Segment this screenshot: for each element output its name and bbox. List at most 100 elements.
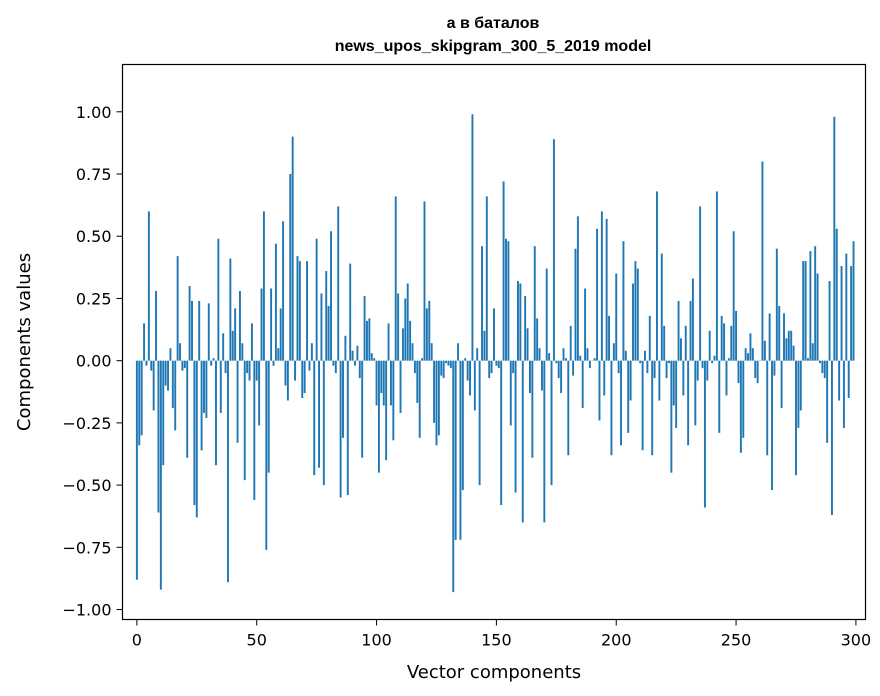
bar-component-286 (821, 360, 824, 374)
bar-component-242 (715, 191, 718, 361)
bar-component-58 (274, 243, 277, 361)
bar-component-99 (373, 358, 376, 361)
bar-component-213 (646, 360, 649, 374)
bar-component-197 (608, 315, 611, 361)
bar-component-11 (162, 360, 165, 466)
bar-component-85 (339, 360, 342, 498)
bar-component-281 (809, 251, 812, 361)
bar-component-178 (562, 348, 565, 361)
bar-component-23 (191, 300, 193, 361)
bar-component-265 (771, 360, 773, 491)
bar-component-111 (401, 328, 404, 361)
bar-component-194 (600, 211, 603, 361)
bar-component-78 (322, 360, 325, 486)
bar-component-38 (227, 360, 229, 583)
bar-component-283 (814, 246, 817, 361)
bar-component-6 (150, 360, 153, 371)
bar-component-49 (253, 360, 256, 501)
bar-component-48 (250, 323, 253, 361)
bar-component-162 (524, 295, 527, 361)
bar-component-148 (490, 360, 493, 374)
bar-component-266 (773, 360, 776, 376)
bar-component-66 (294, 360, 297, 381)
bar-component-121 (425, 308, 428, 361)
bar-component-232 (691, 278, 694, 361)
bar-component-293 (838, 360, 841, 401)
bar-component-181 (569, 325, 572, 361)
bar-component-25 (195, 360, 198, 518)
y-tick-label: −0.25 (62, 414, 111, 433)
bar-component-255 (747, 353, 750, 361)
bar-component-15 (171, 360, 174, 408)
bar-component-60 (279, 308, 282, 361)
bar-component-146 (485, 196, 488, 361)
bar-component-272 (787, 330, 790, 361)
bar-component-106 (389, 360, 392, 406)
bar-component-17 (176, 256, 179, 361)
bar-component-19 (181, 360, 184, 371)
bar-component-269 (780, 360, 783, 408)
bar-component-187 (584, 288, 587, 361)
bar-component-74 (313, 360, 316, 476)
bar-component-275 (795, 360, 797, 476)
x-tick-label: 0 (132, 631, 142, 650)
bar-component-97 (368, 318, 371, 361)
bar-component-1 (138, 360, 141, 446)
bar-component-117 (416, 360, 419, 403)
bar-component-244 (720, 315, 723, 361)
bar-component-29 (205, 360, 208, 418)
bar-component-89 (349, 263, 352, 361)
y-tick-label: 0.50 (76, 227, 112, 246)
bar-component-18 (179, 343, 181, 361)
bar-component-209 (636, 268, 639, 361)
bar-component-221 (665, 360, 668, 379)
bar-component-114 (409, 320, 412, 361)
bar-component-263 (766, 360, 769, 456)
bar-component-239 (708, 330, 711, 361)
bar-component-10 (159, 360, 162, 590)
bar-component-243 (718, 360, 721, 433)
bar-component-195 (603, 360, 606, 396)
bar-component-32 (212, 358, 215, 361)
bar-component-186 (581, 360, 584, 408)
bar-component-219 (660, 253, 663, 361)
bar-component-215 (651, 360, 654, 456)
bar-component-287 (823, 360, 826, 379)
bar-component-128 (442, 360, 445, 379)
bar-component-225 (675, 360, 678, 428)
bar-component-151 (497, 360, 500, 369)
bar-component-115 (411, 343, 414, 361)
bar-component-43 (238, 290, 241, 361)
bar-component-262 (763, 340, 766, 361)
bar-component-62 (284, 360, 287, 386)
bar-component-65 (291, 136, 294, 361)
bar-component-95 (363, 295, 366, 361)
bar-component-100 (375, 360, 378, 406)
bar-component-166 (533, 246, 536, 361)
bar-component-79 (325, 271, 328, 361)
bar-component-116 (413, 360, 416, 374)
bar-component-109 (397, 293, 400, 361)
bar-component-177 (560, 360, 563, 394)
bar-component-298 (850, 266, 853, 361)
bar-component-163 (526, 328, 529, 361)
bar-component-8 (155, 290, 158, 361)
y-tick-label: 1.00 (76, 103, 112, 122)
bar-component-56 (270, 288, 273, 361)
bar-component-137 (464, 358, 467, 361)
bar-component-5 (147, 211, 150, 361)
bar-component-84 (337, 206, 340, 361)
bar-component-28 (203, 360, 205, 413)
bar-component-119 (421, 358, 424, 361)
bar-component-107 (392, 360, 395, 441)
bar-component-157 (512, 360, 515, 374)
bar-component-122 (428, 300, 431, 361)
bar-component-133 (454, 360, 457, 540)
bar-component-222 (668, 360, 670, 364)
bar-component-297 (847, 360, 850, 398)
bar-component-88 (346, 360, 349, 496)
bar-component-279 (804, 261, 807, 361)
bar-component-149 (493, 308, 495, 361)
bar-component-295 (842, 360, 845, 428)
bar-component-277 (799, 360, 802, 411)
